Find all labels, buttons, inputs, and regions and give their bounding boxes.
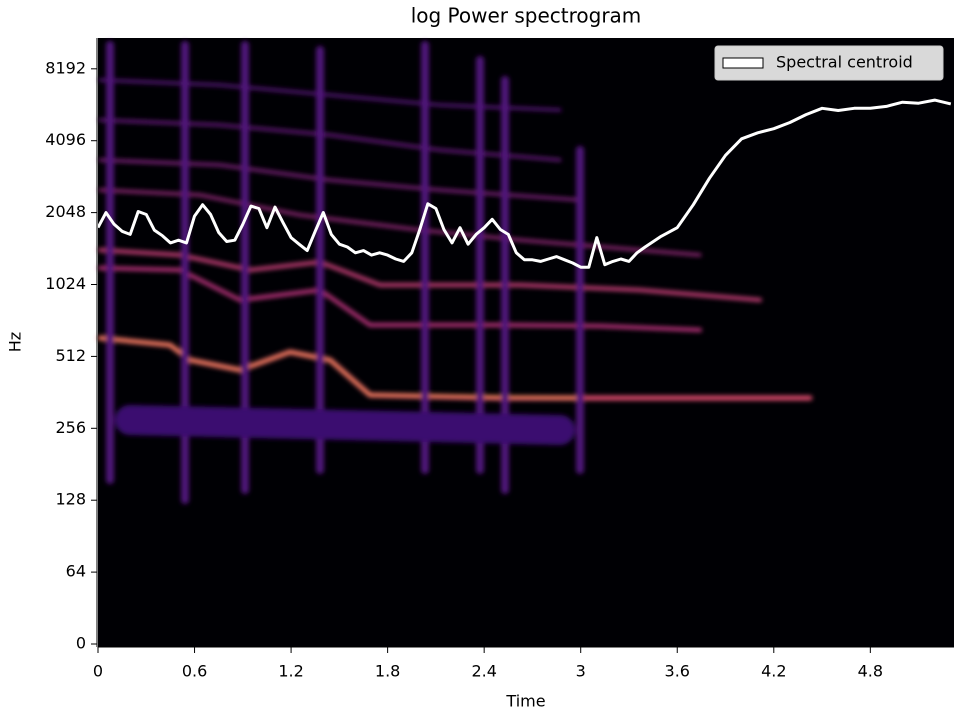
chart-title: log Power spectrogram <box>411 4 642 28</box>
legend-swatch <box>722 57 764 69</box>
y-tick-label: 8192 <box>45 58 86 77</box>
y-axis-label: Hz <box>6 332 25 352</box>
legend: Spectral centroid <box>714 45 944 81</box>
x-tick-label: 3.6 <box>665 662 690 681</box>
x-tick-label: 3 <box>576 662 586 681</box>
plot-area <box>98 38 954 647</box>
y-tick-label: 512 <box>55 346 86 365</box>
x-tick-label: 4.8 <box>858 662 883 681</box>
x-tick-label: 0.6 <box>182 662 207 681</box>
x-tick-label: 2.4 <box>471 662 496 681</box>
legend-label: Spectral centroid <box>776 53 913 72</box>
y-tick-label: 2048 <box>45 202 86 221</box>
x-tick-label: 0 <box>93 662 103 681</box>
x-axis-label: Time <box>505 692 545 711</box>
y-tick-label: 4096 <box>45 130 86 149</box>
x-tick-label: 1.2 <box>278 662 303 681</box>
y-tick-label: 0 <box>76 634 86 653</box>
y-tick-label: 1024 <box>45 274 86 293</box>
y-tick-label: 64 <box>66 562 86 581</box>
legend-box <box>714 45 944 81</box>
x-tick-label: 4.2 <box>761 662 786 681</box>
y-tick-label: 256 <box>55 418 86 437</box>
x-tick-label: 1.8 <box>375 662 400 681</box>
centroid-line <box>96 98 952 269</box>
y-tick-label: 128 <box>55 490 86 509</box>
